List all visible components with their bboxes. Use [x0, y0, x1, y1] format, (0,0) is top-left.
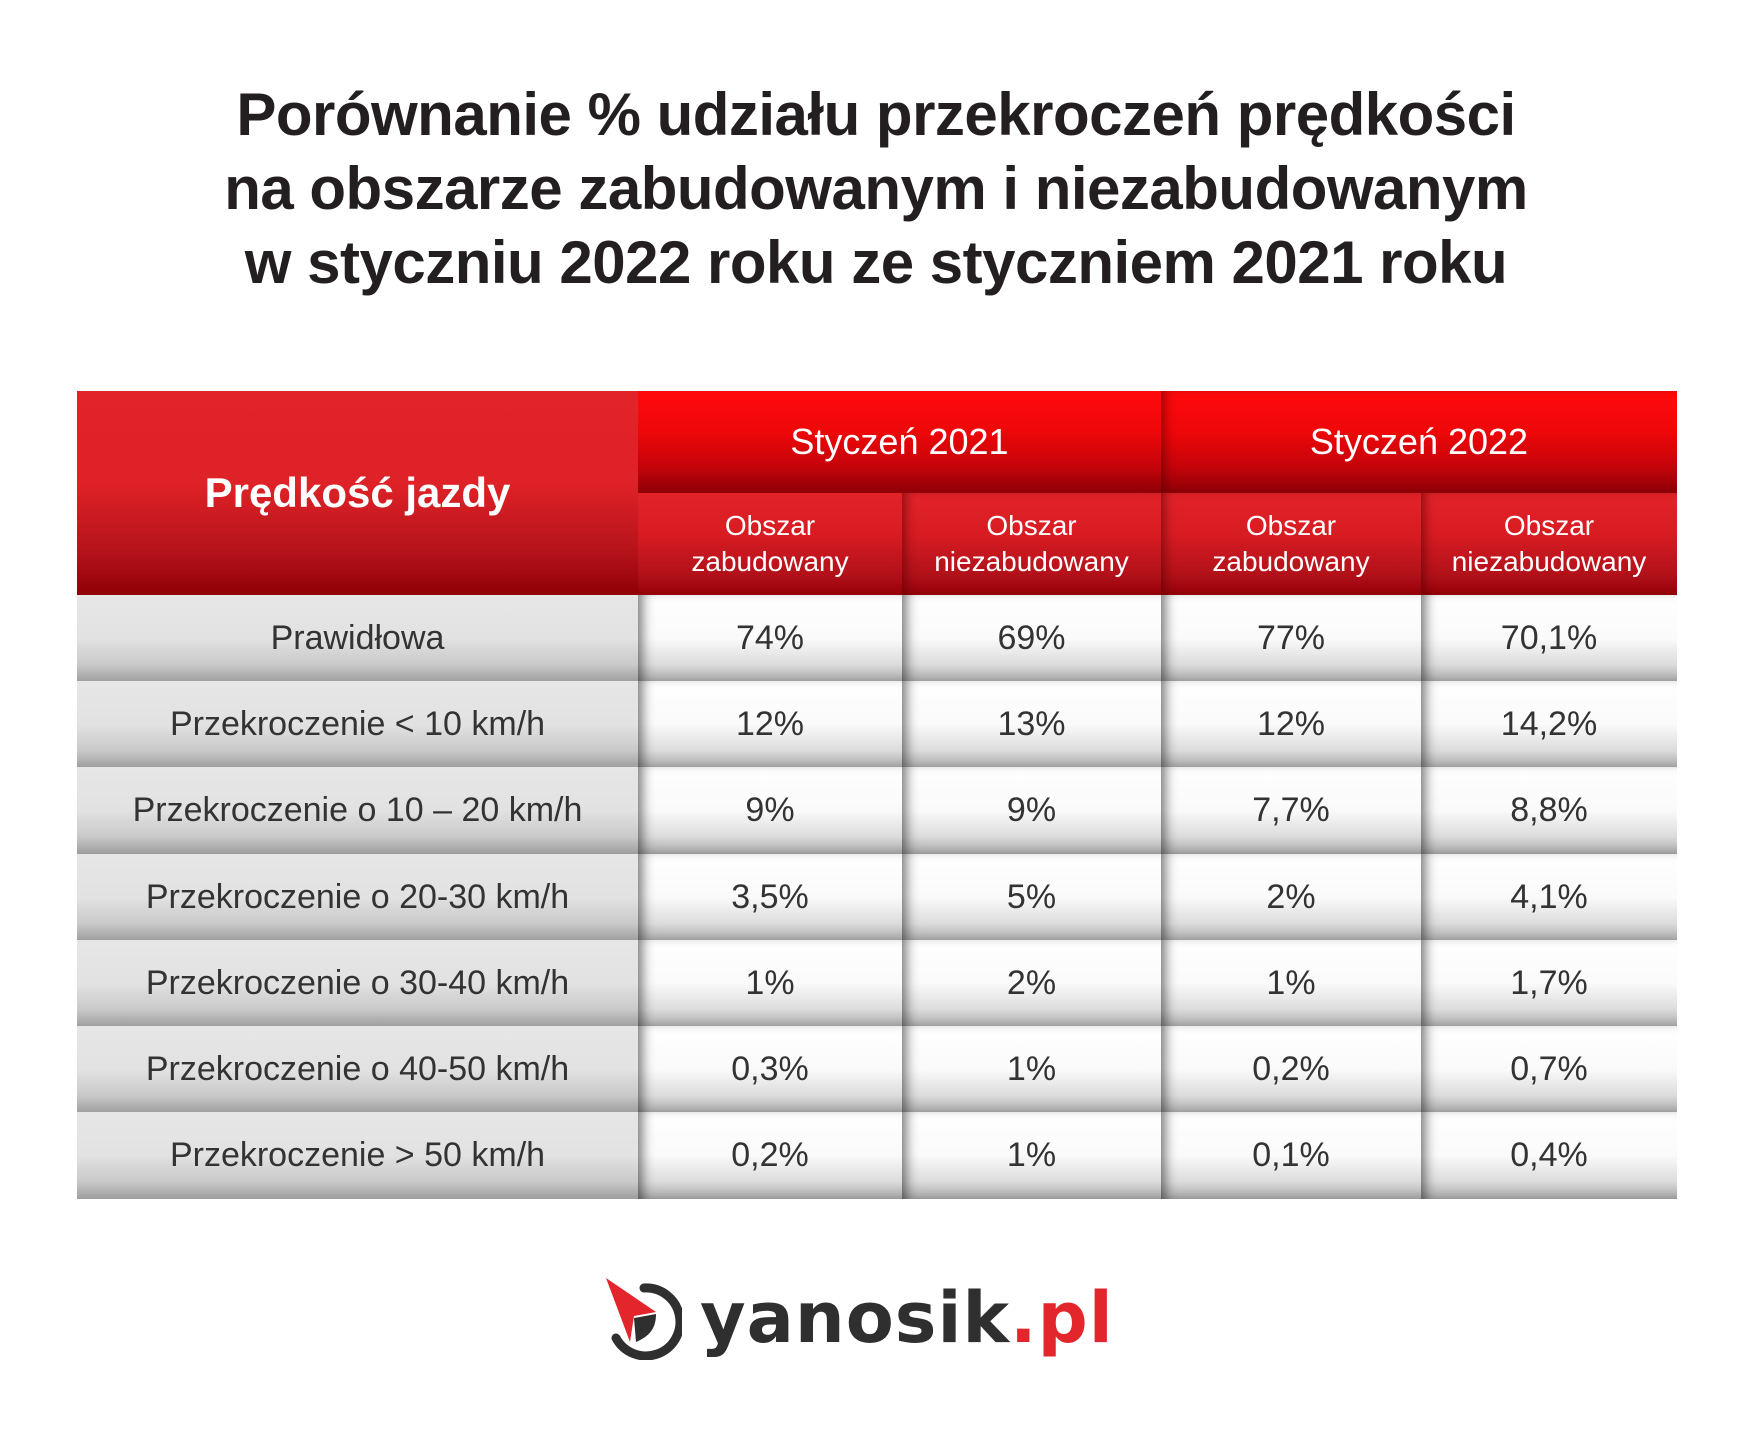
row-label: Przekroczenie o 10 – 20 km/h	[77, 767, 638, 854]
value-cell: 70,1%	[1421, 595, 1677, 682]
value-cell: 7,7%	[1161, 767, 1421, 854]
page-title: Porównanie % udziału przekroczeń prędkoś…	[0, 78, 1752, 300]
row-label: Przekroczenie o 30-40 km/h	[77, 940, 638, 1027]
title-line-3: w styczniu 2022 roku ze styczniem 2021 r…	[244, 229, 1508, 296]
value-cell: 9%	[638, 767, 902, 854]
subheader-line: Obszar	[1503, 510, 1595, 541]
compass-arrow-icon	[606, 1278, 682, 1360]
value-cell: 74%	[638, 595, 902, 682]
value-cell: 9%	[902, 767, 1161, 854]
value-cell: 0,2%	[638, 1112, 902, 1199]
value-cell: 1%	[902, 1026, 1161, 1113]
value-cell: 1%	[902, 1112, 1161, 1199]
value-cell: 0,1%	[1161, 1112, 1421, 1199]
value-cell: 0,7%	[1421, 1026, 1677, 1113]
speed-comparison-table: Prędkość jazdy Styczeń 2021 Styczeń 2022…	[77, 391, 1677, 1201]
value-cell: 1%	[638, 940, 902, 1027]
subheader-2022-built-up: Obszar zabudowany	[1161, 493, 1421, 595]
title-line-2: na obszarze zabudowanym i niezabudowanym	[224, 155, 1528, 222]
value-cell: 1%	[1161, 940, 1421, 1027]
group-header-2022: Styczeń 2022	[1161, 391, 1677, 493]
row-label: Przekroczenie o 20-30 km/h	[77, 854, 638, 941]
logo-name: yanosik	[700, 1277, 1011, 1359]
value-cell: 2%	[902, 940, 1161, 1027]
row-label: Przekroczenie o 40-50 km/h	[77, 1026, 638, 1113]
value-cell: 2%	[1161, 854, 1421, 941]
value-cell: 1,7%	[1421, 940, 1677, 1027]
value-cell: 13%	[902, 681, 1161, 768]
subheader-line: Obszar	[1245, 510, 1337, 541]
value-cell: 5%	[902, 854, 1161, 941]
value-cell: 0,3%	[638, 1026, 902, 1113]
value-cell: 77%	[1161, 595, 1421, 682]
subheader-line: zabudowany	[1212, 546, 1370, 577]
value-cell: 8,8%	[1421, 767, 1677, 854]
value-cell: 69%	[902, 595, 1161, 682]
subheader-line: Obszar	[724, 510, 816, 541]
row-header-speed: Prędkość jazdy	[77, 391, 638, 595]
row-label: Prawidłowa	[77, 595, 638, 682]
subheader-2022-non-built-up: Obszar niezabudowany	[1421, 493, 1677, 595]
value-cell: 0,2%	[1161, 1026, 1421, 1113]
subheader-line: zabudowany	[691, 546, 849, 577]
value-cell: 14,2%	[1421, 681, 1677, 768]
logo-text: yanosik.pl	[700, 1278, 1114, 1358]
group-header-2021: Styczeń 2021	[638, 391, 1161, 493]
row-label: Przekroczenie > 50 km/h	[77, 1112, 638, 1199]
subheader-line: niezabudowany	[934, 546, 1129, 577]
value-cell: 0,4%	[1421, 1112, 1677, 1199]
row-label: Przekroczenie < 10 km/h	[77, 681, 638, 768]
subheader-line: Obszar	[986, 510, 1077, 541]
value-cell: 4,1%	[1421, 854, 1677, 941]
subheader-line: niezabudowany	[1451, 546, 1647, 577]
title-line-1: Porównanie % udziału przekroczeń prędkoś…	[236, 81, 1516, 148]
logo-tld: .pl	[1010, 1277, 1114, 1359]
value-cell: 12%	[1161, 681, 1421, 768]
subheader-2021-built-up: Obszar zabudowany	[638, 493, 902, 595]
value-cell: 12%	[638, 681, 902, 768]
yanosik-logo: yanosik.pl	[604, 1278, 1114, 1360]
value-cell: 3,5%	[638, 854, 902, 941]
subheader-2021-non-built-up: Obszar niezabudowany	[902, 493, 1161, 595]
